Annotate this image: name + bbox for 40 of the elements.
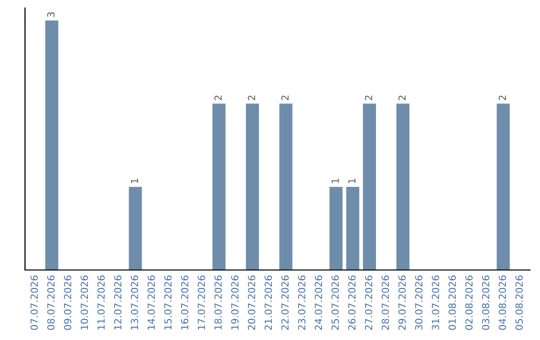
x-tick-label: 01.08.2026 xyxy=(448,275,456,330)
x-tick-label: 21.07.2026 xyxy=(264,275,272,330)
x-tick-label: 12.07.2026 xyxy=(114,275,122,330)
x-tick-label: 02.08.2026 xyxy=(465,275,473,330)
x-tick-label: 10.07.2026 xyxy=(80,275,88,330)
data-label: 3 xyxy=(47,12,55,17)
x-tick-label: 05.08.2026 xyxy=(515,275,523,330)
data-label: 2 xyxy=(498,96,506,100)
x-tick-label: 27.07.2026 xyxy=(364,275,372,330)
x-tick-label: 18.07.2026 xyxy=(214,275,222,330)
data-label: 1 xyxy=(130,178,138,183)
x-tick-label: 22.07.2026 xyxy=(281,275,289,330)
x-tick-label: 17.07.2026 xyxy=(198,275,206,330)
x-tick-label: 13.07.2026 xyxy=(130,275,138,330)
data-label: 2 xyxy=(214,96,222,100)
x-tick-label: 03.08.2026 xyxy=(482,275,490,330)
data-label: 2 xyxy=(248,96,256,100)
x-tick-label: 24.07.2026 xyxy=(314,275,322,330)
x-tick-label: 16.07.2026 xyxy=(180,275,188,330)
data-label: 2 xyxy=(364,96,372,100)
x-tick-label: 25.07.2026 xyxy=(331,275,339,330)
x-tick-label: 26.07.2026 xyxy=(348,275,356,330)
x-tick-label: 11.07.2026 xyxy=(97,275,105,330)
x-tick-label: 07.07.2026 xyxy=(30,275,38,330)
x-tick-label: 04.08.2026 xyxy=(498,275,506,330)
data-label: 1 xyxy=(348,178,356,183)
x-tick-label: 28.07.2026 xyxy=(382,275,390,330)
x-tick-label: 19.07.2026 xyxy=(231,275,239,330)
x-tick-label: 31.07.2026 xyxy=(432,275,440,330)
x-tick-label: 14.07.2026 xyxy=(148,275,155,330)
x-tick-label: 15.07.2026 xyxy=(164,275,172,330)
x-tick-label: 30.07.2026 xyxy=(415,275,422,330)
x-tick-label: 23.07.2026 xyxy=(298,275,306,330)
x-tick-label: 09.07.2026 xyxy=(64,275,72,330)
data-label: 1 xyxy=(332,178,339,183)
x-tick-label: 29.07.2026 xyxy=(398,275,406,330)
data-label: 2 xyxy=(281,96,289,100)
x-tick-label: 08.07.2026 xyxy=(47,275,55,330)
data-label: 2 xyxy=(398,96,406,100)
x-tick-label: 20.07.2026 xyxy=(248,275,256,330)
